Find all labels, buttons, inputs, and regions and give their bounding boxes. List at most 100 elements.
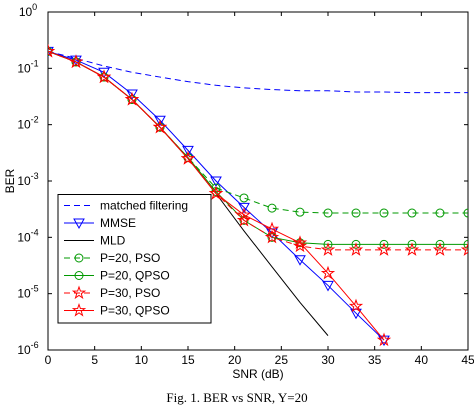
marker — [404, 242, 420, 256]
x-tick-label: 30 — [321, 353, 335, 367]
series-line — [48, 50, 468, 94]
x-axis-label: SNR (dB) — [232, 367, 283, 381]
marker — [239, 193, 249, 203]
marker — [74, 271, 84, 280]
series-line — [48, 50, 468, 251]
marker — [350, 308, 362, 320]
marker — [98, 67, 110, 79]
marker — [152, 119, 168, 134]
x-tick-label: 5 — [91, 353, 98, 367]
x-tick-label: 40 — [415, 353, 429, 367]
marker — [376, 242, 392, 256]
legend-label: MLD — [100, 234, 126, 248]
marker — [294, 255, 306, 266]
marker — [264, 229, 280, 244]
marker — [323, 239, 333, 249]
marker — [407, 239, 417, 249]
y-tick-base: 10 — [17, 287, 31, 301]
marker — [460, 242, 468, 256]
y-tick-base: 10 — [17, 61, 31, 75]
y-tick-label: 100 — [19, 2, 37, 19]
y-tick-exp: -2 — [31, 115, 39, 125]
legend-label: P=20, PSO — [100, 251, 160, 265]
marker — [68, 54, 84, 69]
marker — [435, 208, 445, 218]
marker — [379, 239, 389, 249]
y-tick-base: 10 — [19, 5, 33, 19]
marker — [71, 302, 87, 317]
marker — [432, 242, 448, 256]
legend-label: P=30, QPSO — [100, 304, 170, 318]
marker — [320, 265, 336, 280]
x-tick-label: 35 — [368, 353, 382, 367]
marker — [376, 332, 392, 347]
x-tick-label: 20 — [228, 353, 242, 367]
marker — [236, 207, 252, 222]
y-tick-label: 10-1 — [17, 58, 38, 75]
marker — [96, 69, 112, 84]
marker — [292, 235, 308, 249]
y-tick-exp: -1 — [31, 58, 39, 68]
y-tick-exp: 0 — [32, 2, 37, 12]
marker — [379, 208, 389, 218]
marker — [407, 208, 417, 218]
marker — [267, 203, 277, 213]
y-tick-label: 10-6 — [17, 340, 38, 357]
y-tick-exp: -6 — [31, 340, 39, 350]
y-tick-label: 10-2 — [17, 115, 38, 132]
y-tick-exp: -4 — [31, 227, 39, 237]
plot-series — [48, 43, 468, 347]
marker — [238, 202, 250, 214]
x-tick-label: 10 — [135, 353, 149, 367]
caption: Fig. 1. BER vs SNR, Y=20 — [166, 390, 307, 405]
legend-box — [57, 194, 212, 324]
marker — [154, 115, 166, 127]
marker — [351, 239, 361, 249]
y-axis-label: BER — [3, 168, 17, 193]
y-tick-exp: -3 — [31, 171, 39, 181]
marker — [435, 239, 445, 249]
marker — [322, 280, 334, 292]
marker — [463, 239, 468, 249]
series-line — [48, 50, 385, 341]
legend-label: matched filtering — [100, 199, 188, 213]
x-tick-label: 45 — [461, 353, 474, 367]
marker — [348, 242, 364, 256]
marker — [208, 185, 224, 200]
y-tick-base: 10 — [17, 118, 31, 132]
marker — [323, 208, 333, 218]
marker — [348, 298, 364, 313]
x-tick-label: 25 — [275, 353, 289, 367]
marker — [236, 212, 252, 227]
marker — [295, 207, 305, 217]
legend-label: P=20, QPSO — [100, 269, 170, 283]
marker — [180, 151, 196, 165]
legend-label: MMSE — [100, 216, 136, 230]
series-line — [48, 50, 468, 214]
marker — [292, 238, 308, 253]
marker — [351, 208, 361, 218]
y-tick-exp: -5 — [31, 284, 39, 294]
marker — [126, 89, 138, 101]
marker — [463, 208, 468, 218]
x-tick-label: 15 — [181, 353, 195, 367]
y-tick-label: 10-3 — [17, 171, 38, 188]
y-tick-label: 10-4 — [17, 227, 38, 244]
marker — [73, 218, 85, 230]
marker — [74, 253, 84, 263]
x-tick-label: 0 — [45, 353, 52, 367]
marker — [264, 221, 280, 236]
marker — [182, 145, 194, 157]
marker — [124, 91, 140, 106]
marker — [48, 43, 56, 58]
y-tick-base: 10 — [17, 174, 31, 188]
marker — [71, 285, 87, 300]
y-tick-base: 10 — [17, 343, 31, 357]
legend-label: P=30, PSO — [100, 286, 160, 300]
marker — [210, 176, 222, 188]
marker — [320, 242, 336, 256]
y-tick-base: 10 — [17, 230, 31, 244]
y-tick-label: 10-5 — [17, 284, 38, 301]
